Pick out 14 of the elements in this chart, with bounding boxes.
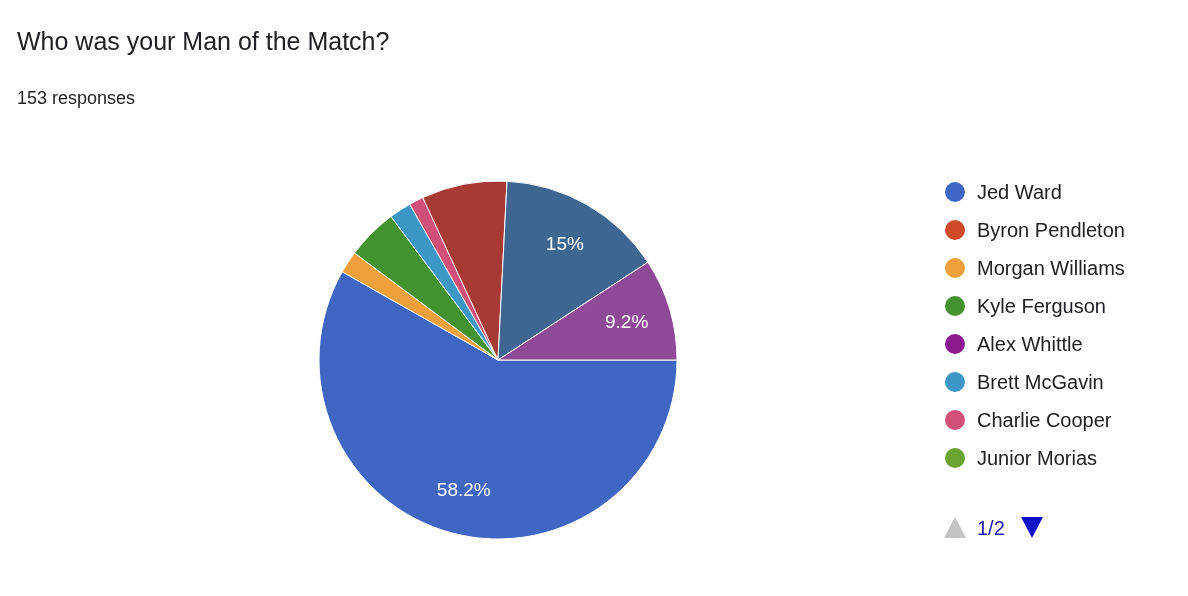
data-label: 58.2%: [436, 479, 491, 501]
legend-label: Brett McGavin: [977, 371, 1104, 393]
legend-label: Kyle Ferguson: [977, 295, 1106, 317]
legend-label: Charlie Cooper: [977, 409, 1112, 431]
legend-label: Morgan Williams: [977, 257, 1125, 279]
legend-label: Alex Whittle: [977, 333, 1083, 355]
legend-label: Jed Ward: [977, 181, 1062, 203]
chart-title: Who was your Man of the Match?: [17, 27, 390, 55]
data-label: 9.2%: [605, 311, 649, 333]
legend-label: Byron Pendleton: [977, 219, 1125, 241]
text: 153 responses: [17, 88, 136, 108]
data-label: 15%: [545, 233, 584, 255]
text: 1/2: [977, 517, 1005, 539]
legend-label: Junior Morias: [977, 447, 1098, 469]
